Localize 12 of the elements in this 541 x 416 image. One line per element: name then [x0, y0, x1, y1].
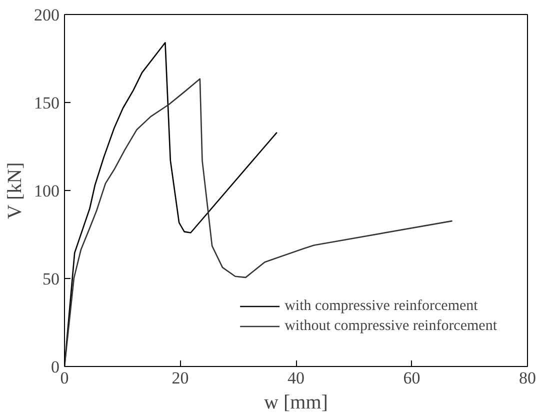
- x-tick-label: 40: [288, 368, 304, 388]
- x-tick-label: 20: [172, 368, 189, 388]
- x-tick-label: 80: [519, 368, 536, 388]
- y-tick-label: 150: [34, 94, 60, 112]
- legend-label: without compressive reinforcement: [284, 318, 497, 334]
- x-axis-title: w [mm]: [264, 392, 328, 414]
- y-axis-title: V [kN]: [4, 162, 26, 220]
- y-tick-label: 50: [42, 270, 60, 288]
- legend-label: with compressive reinforcement: [284, 298, 478, 314]
- y-tick-label: 200: [34, 6, 60, 24]
- y-tick-label: 100: [34, 182, 60, 200]
- x-tick-label: 60: [403, 368, 420, 388]
